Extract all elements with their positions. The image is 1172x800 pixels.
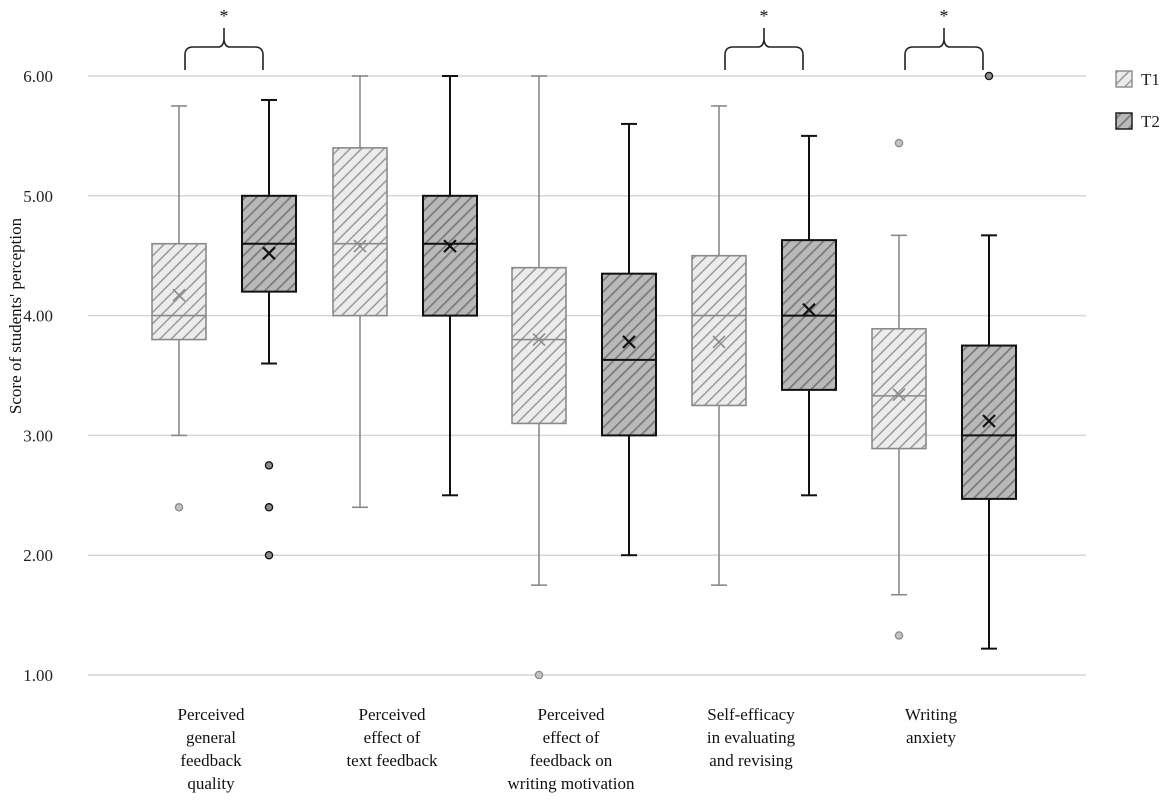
gridlines bbox=[88, 75, 1086, 676]
y-tick-label: 5.00 bbox=[23, 187, 53, 206]
legend-swatch bbox=[1115, 112, 1133, 130]
box-iqr bbox=[511, 266, 567, 425]
category-label-line: effect of bbox=[364, 728, 421, 747]
category-label-line: anxiety bbox=[906, 728, 957, 747]
box-t2-5 bbox=[961, 71, 1017, 650]
outlier-point bbox=[174, 503, 184, 512]
significance-brackets: * * * bbox=[184, 6, 984, 70]
y-tick-label: 3.00 bbox=[23, 426, 53, 445]
outlier-point bbox=[264, 461, 274, 470]
boxes bbox=[151, 71, 1017, 680]
mean-marker bbox=[712, 335, 726, 349]
mean-marker bbox=[443, 239, 457, 253]
category-label-1: Perceived general feedback quality bbox=[177, 705, 245, 793]
y-tick-label: 4.00 bbox=[23, 307, 53, 326]
significance-bracket-4: * bbox=[724, 6, 804, 70]
category-label-line: in evaluating bbox=[707, 728, 796, 747]
mean-stroke-b bbox=[262, 246, 276, 261]
category-label-line: feedback on bbox=[530, 751, 613, 770]
mean-stroke-b bbox=[802, 302, 816, 317]
outlier-point bbox=[264, 503, 274, 512]
box-iqr bbox=[691, 254, 747, 407]
category-label-4: Self-efficacy in evaluating and revising bbox=[707, 705, 796, 770]
legend-label: T1 bbox=[1141, 70, 1160, 89]
mean-stroke-b bbox=[712, 335, 726, 349]
y-tick-label: 1.00 bbox=[23, 666, 53, 685]
mean-marker bbox=[262, 246, 276, 261]
mean-stroke-b bbox=[353, 239, 367, 253]
category-label-5: Writing anxiety bbox=[905, 705, 958, 747]
box-t1-2 bbox=[332, 75, 388, 509]
category-label-line: quality bbox=[187, 774, 235, 793]
outlier-point bbox=[894, 631, 904, 640]
box-t2-2 bbox=[422, 75, 478, 497]
category-label-line: Writing bbox=[905, 705, 958, 724]
significance-star: * bbox=[940, 6, 949, 26]
box-t1-4 bbox=[691, 105, 747, 586]
legend-item-t1: T1 bbox=[1115, 70, 1160, 89]
category-label-line: feedback bbox=[180, 751, 242, 770]
box-iqr bbox=[601, 272, 657, 437]
y-axis-label: Score of students' perception bbox=[6, 217, 25, 414]
category-label-line: text feedback bbox=[346, 751, 438, 770]
y-axis-ticks: 1.00 2.00 3.00 4.00 5.00 6.00 bbox=[23, 67, 53, 685]
box-t2-3 bbox=[601, 122, 657, 557]
outlier-point bbox=[984, 71, 994, 81]
significance-bracket-5: * bbox=[904, 6, 984, 70]
legend-swatch bbox=[1115, 70, 1133, 88]
box-iqr bbox=[151, 242, 207, 341]
box-t2-4 bbox=[781, 134, 837, 497]
mean-stroke-b bbox=[532, 332, 546, 347]
box-iqr bbox=[871, 327, 927, 450]
significance-star: * bbox=[220, 6, 229, 26]
significance-bracket-1: * bbox=[184, 6, 264, 70]
mean-stroke-b bbox=[892, 388, 906, 402]
category-label-line: Perceived bbox=[537, 705, 605, 724]
box-t1-5 bbox=[871, 138, 927, 640]
mean-marker bbox=[892, 388, 906, 402]
category-label-2: Perceived effect of text feedback bbox=[346, 705, 438, 770]
outlier-point bbox=[534, 670, 544, 680]
box-iqr bbox=[422, 194, 478, 317]
box-t1-3 bbox=[511, 75, 567, 680]
bracket-path bbox=[184, 28, 264, 70]
mean-stroke-b bbox=[982, 414, 996, 428]
mean-stroke-b bbox=[172, 288, 186, 302]
legend-item-t2: T2 bbox=[1115, 112, 1160, 131]
mean-marker bbox=[532, 332, 546, 347]
category-labels: Perceived general feedback qualityPerceived… bbox=[177, 705, 957, 793]
box-t2-1 bbox=[241, 98, 297, 560]
outlier-point bbox=[894, 138, 904, 148]
y-tick-label: 2.00 bbox=[23, 546, 53, 565]
category-label-line: Perceived bbox=[358, 705, 426, 724]
mean-stroke-b bbox=[443, 239, 457, 253]
category-label-line: effect of bbox=[543, 728, 600, 747]
legend: T1 T2 bbox=[1115, 70, 1160, 131]
outlier-point bbox=[264, 550, 274, 560]
mean-marker bbox=[172, 288, 186, 302]
mean-marker bbox=[353, 239, 367, 253]
category-label-line: Self-efficacy bbox=[707, 705, 795, 724]
category-label-line: Perceived bbox=[177, 705, 245, 724]
bracket-path bbox=[724, 28, 804, 70]
category-label-line: and revising bbox=[709, 751, 793, 770]
category-label-line: writing motivation bbox=[507, 774, 635, 793]
significance-star: * bbox=[760, 6, 769, 26]
mean-marker bbox=[982, 414, 996, 428]
mean-marker bbox=[802, 302, 816, 317]
bracket-path bbox=[904, 28, 984, 70]
box-t1-1 bbox=[151, 105, 207, 512]
box-iqr bbox=[332, 147, 388, 317]
mean-marker bbox=[622, 335, 636, 349]
legend-label: T2 bbox=[1141, 112, 1160, 131]
category-label-3: Perceived effect of feedback on writing mot… bbox=[507, 705, 635, 793]
y-tick-label: 6.00 bbox=[23, 67, 53, 86]
category-label-line: general bbox=[186, 728, 236, 747]
mean-stroke-b bbox=[622, 335, 636, 349]
